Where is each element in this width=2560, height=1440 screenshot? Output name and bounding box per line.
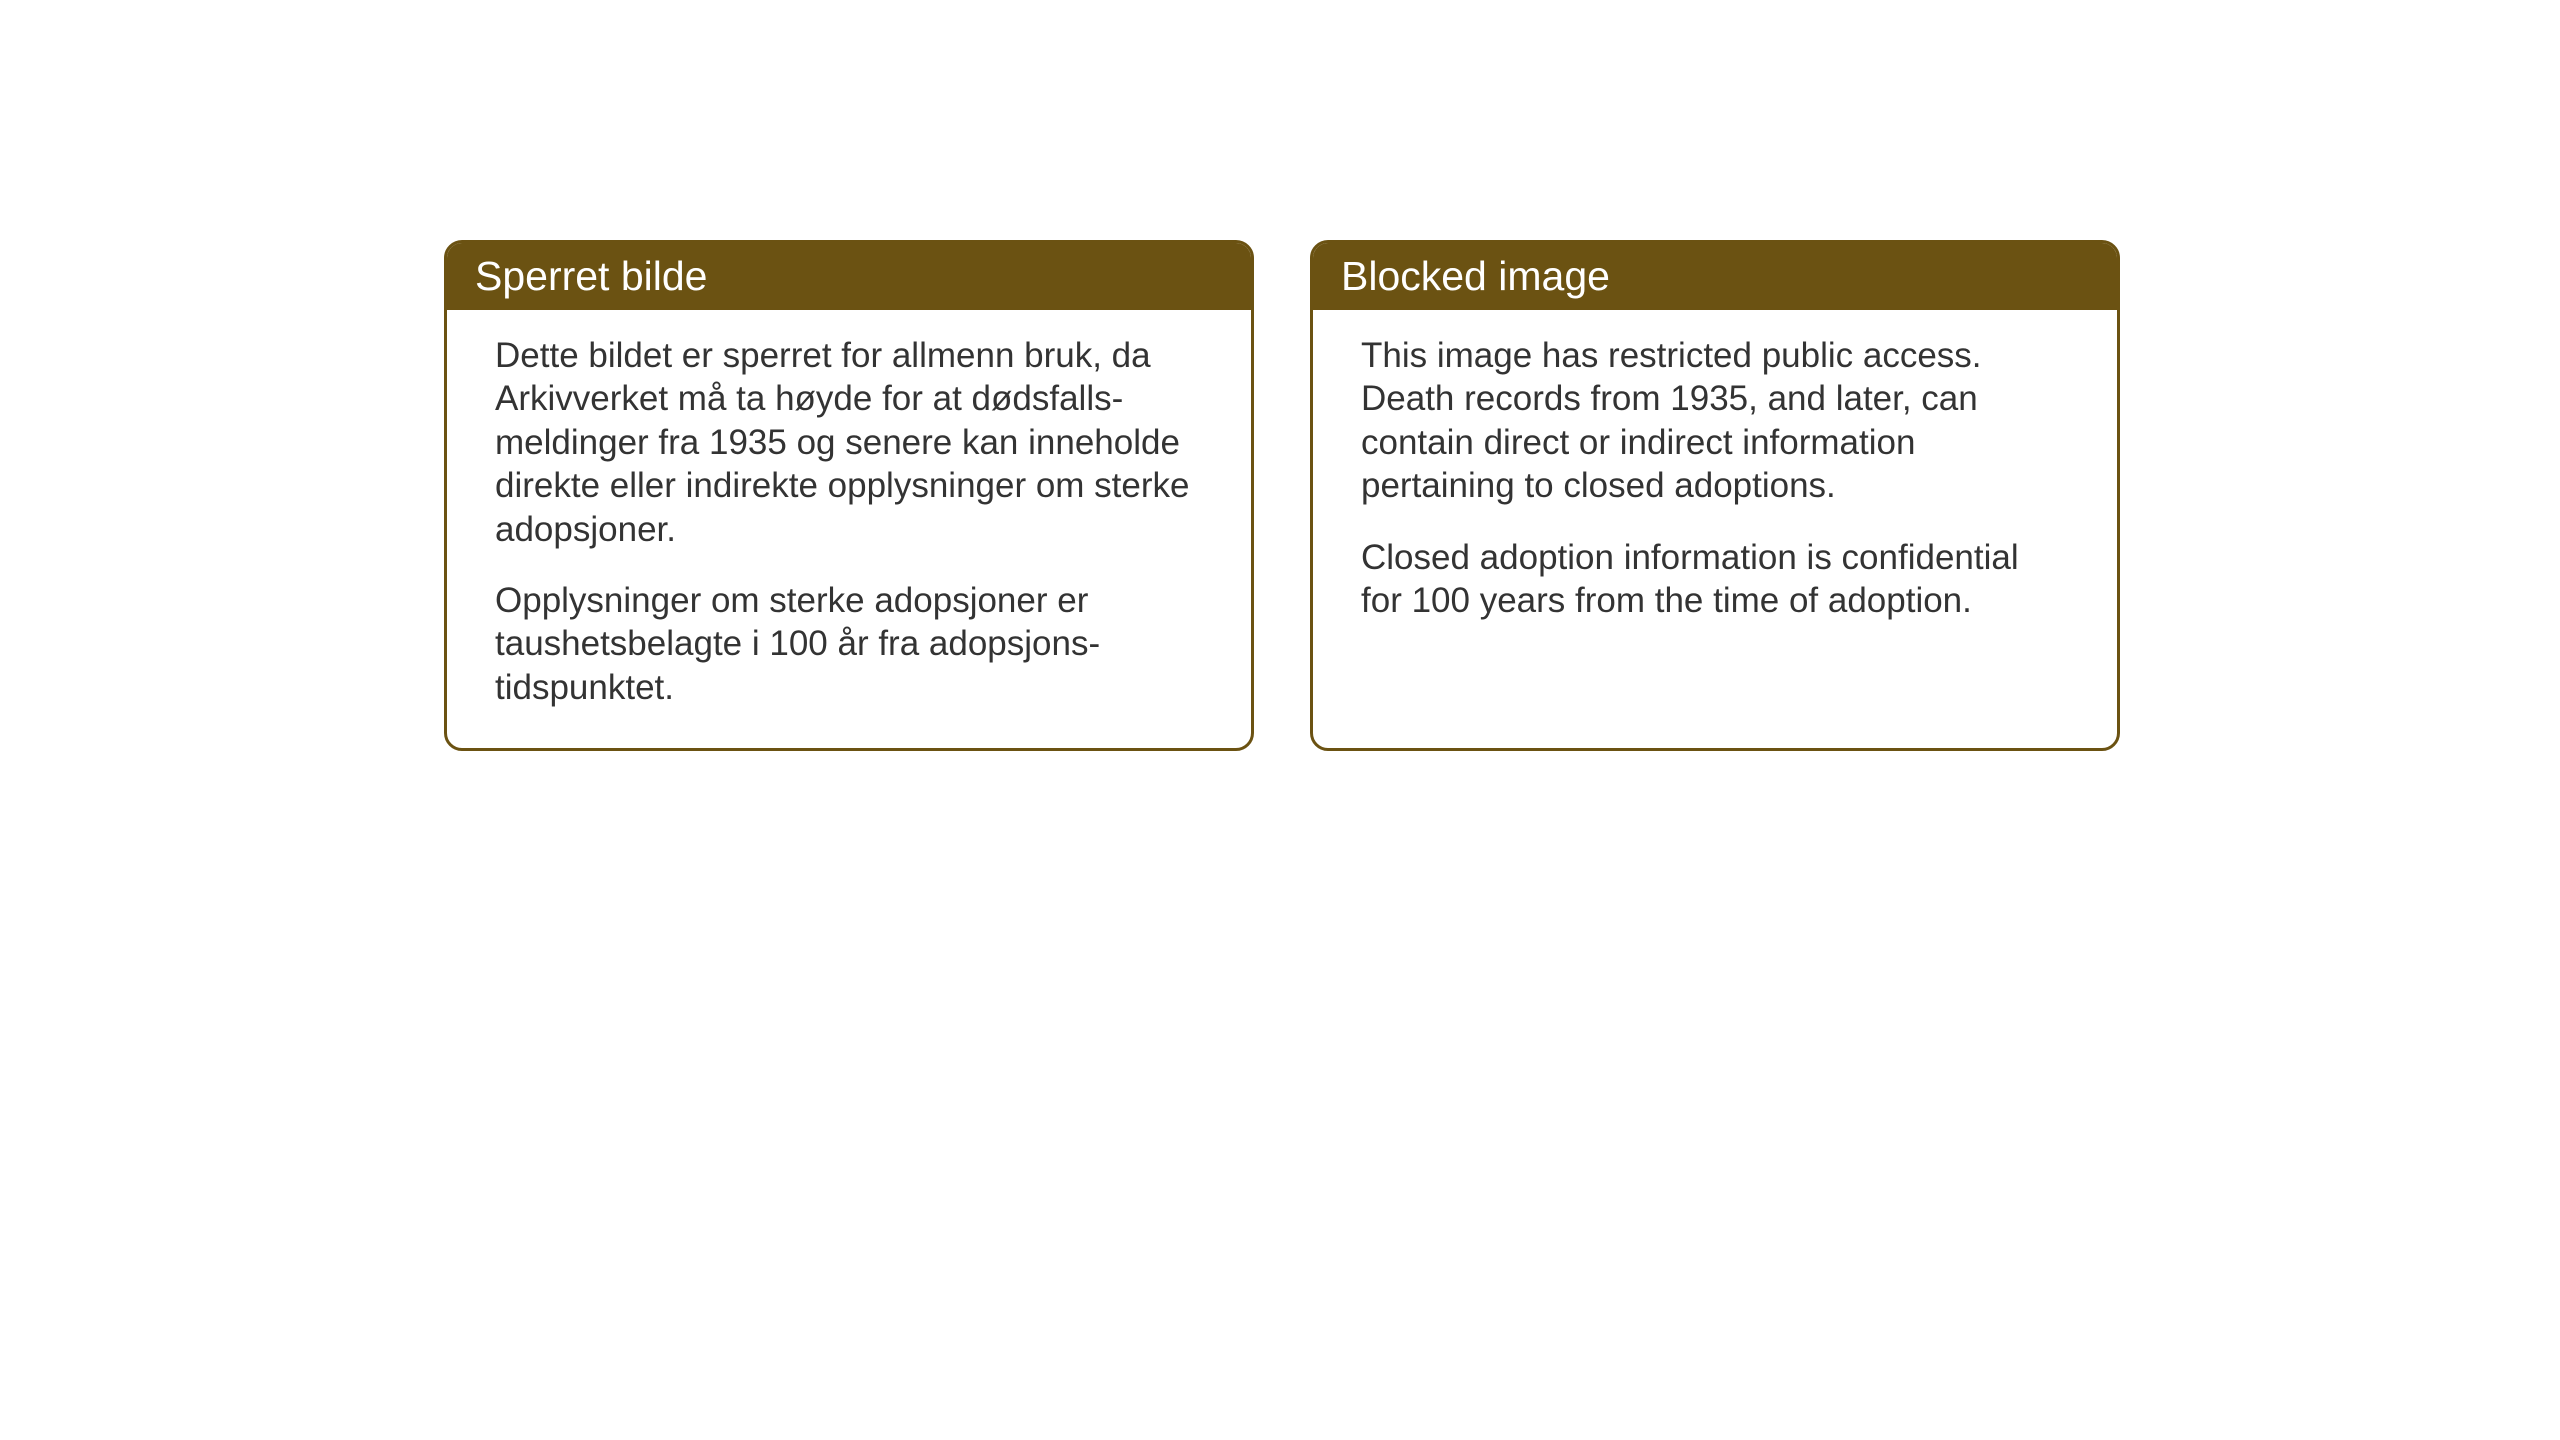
card-paragraph: This image has restricted public access.… bbox=[1361, 334, 2069, 508]
card-title-norwegian: Sperret bilde bbox=[475, 253, 707, 299]
card-paragraph: Closed adoption information is confident… bbox=[1361, 536, 2069, 623]
notice-card-english: Blocked image This image has restricted … bbox=[1310, 240, 2120, 751]
notice-container: Sperret bilde Dette bildet er sperret fo… bbox=[444, 240, 2120, 751]
card-paragraph: Opplysninger om sterke adopsjoner er tau… bbox=[495, 579, 1203, 709]
notice-card-norwegian: Sperret bilde Dette bildet er sperret fo… bbox=[444, 240, 1254, 751]
card-paragraph: Dette bildet er sperret for allmenn bruk… bbox=[495, 334, 1203, 551]
card-title-english: Blocked image bbox=[1341, 253, 1610, 299]
card-header-norwegian: Sperret bilde bbox=[447, 243, 1251, 310]
card-body-english: This image has restricted public access.… bbox=[1313, 310, 2117, 658]
card-body-norwegian: Dette bildet er sperret for allmenn bruk… bbox=[447, 310, 1251, 745]
card-header-english: Blocked image bbox=[1313, 243, 2117, 310]
